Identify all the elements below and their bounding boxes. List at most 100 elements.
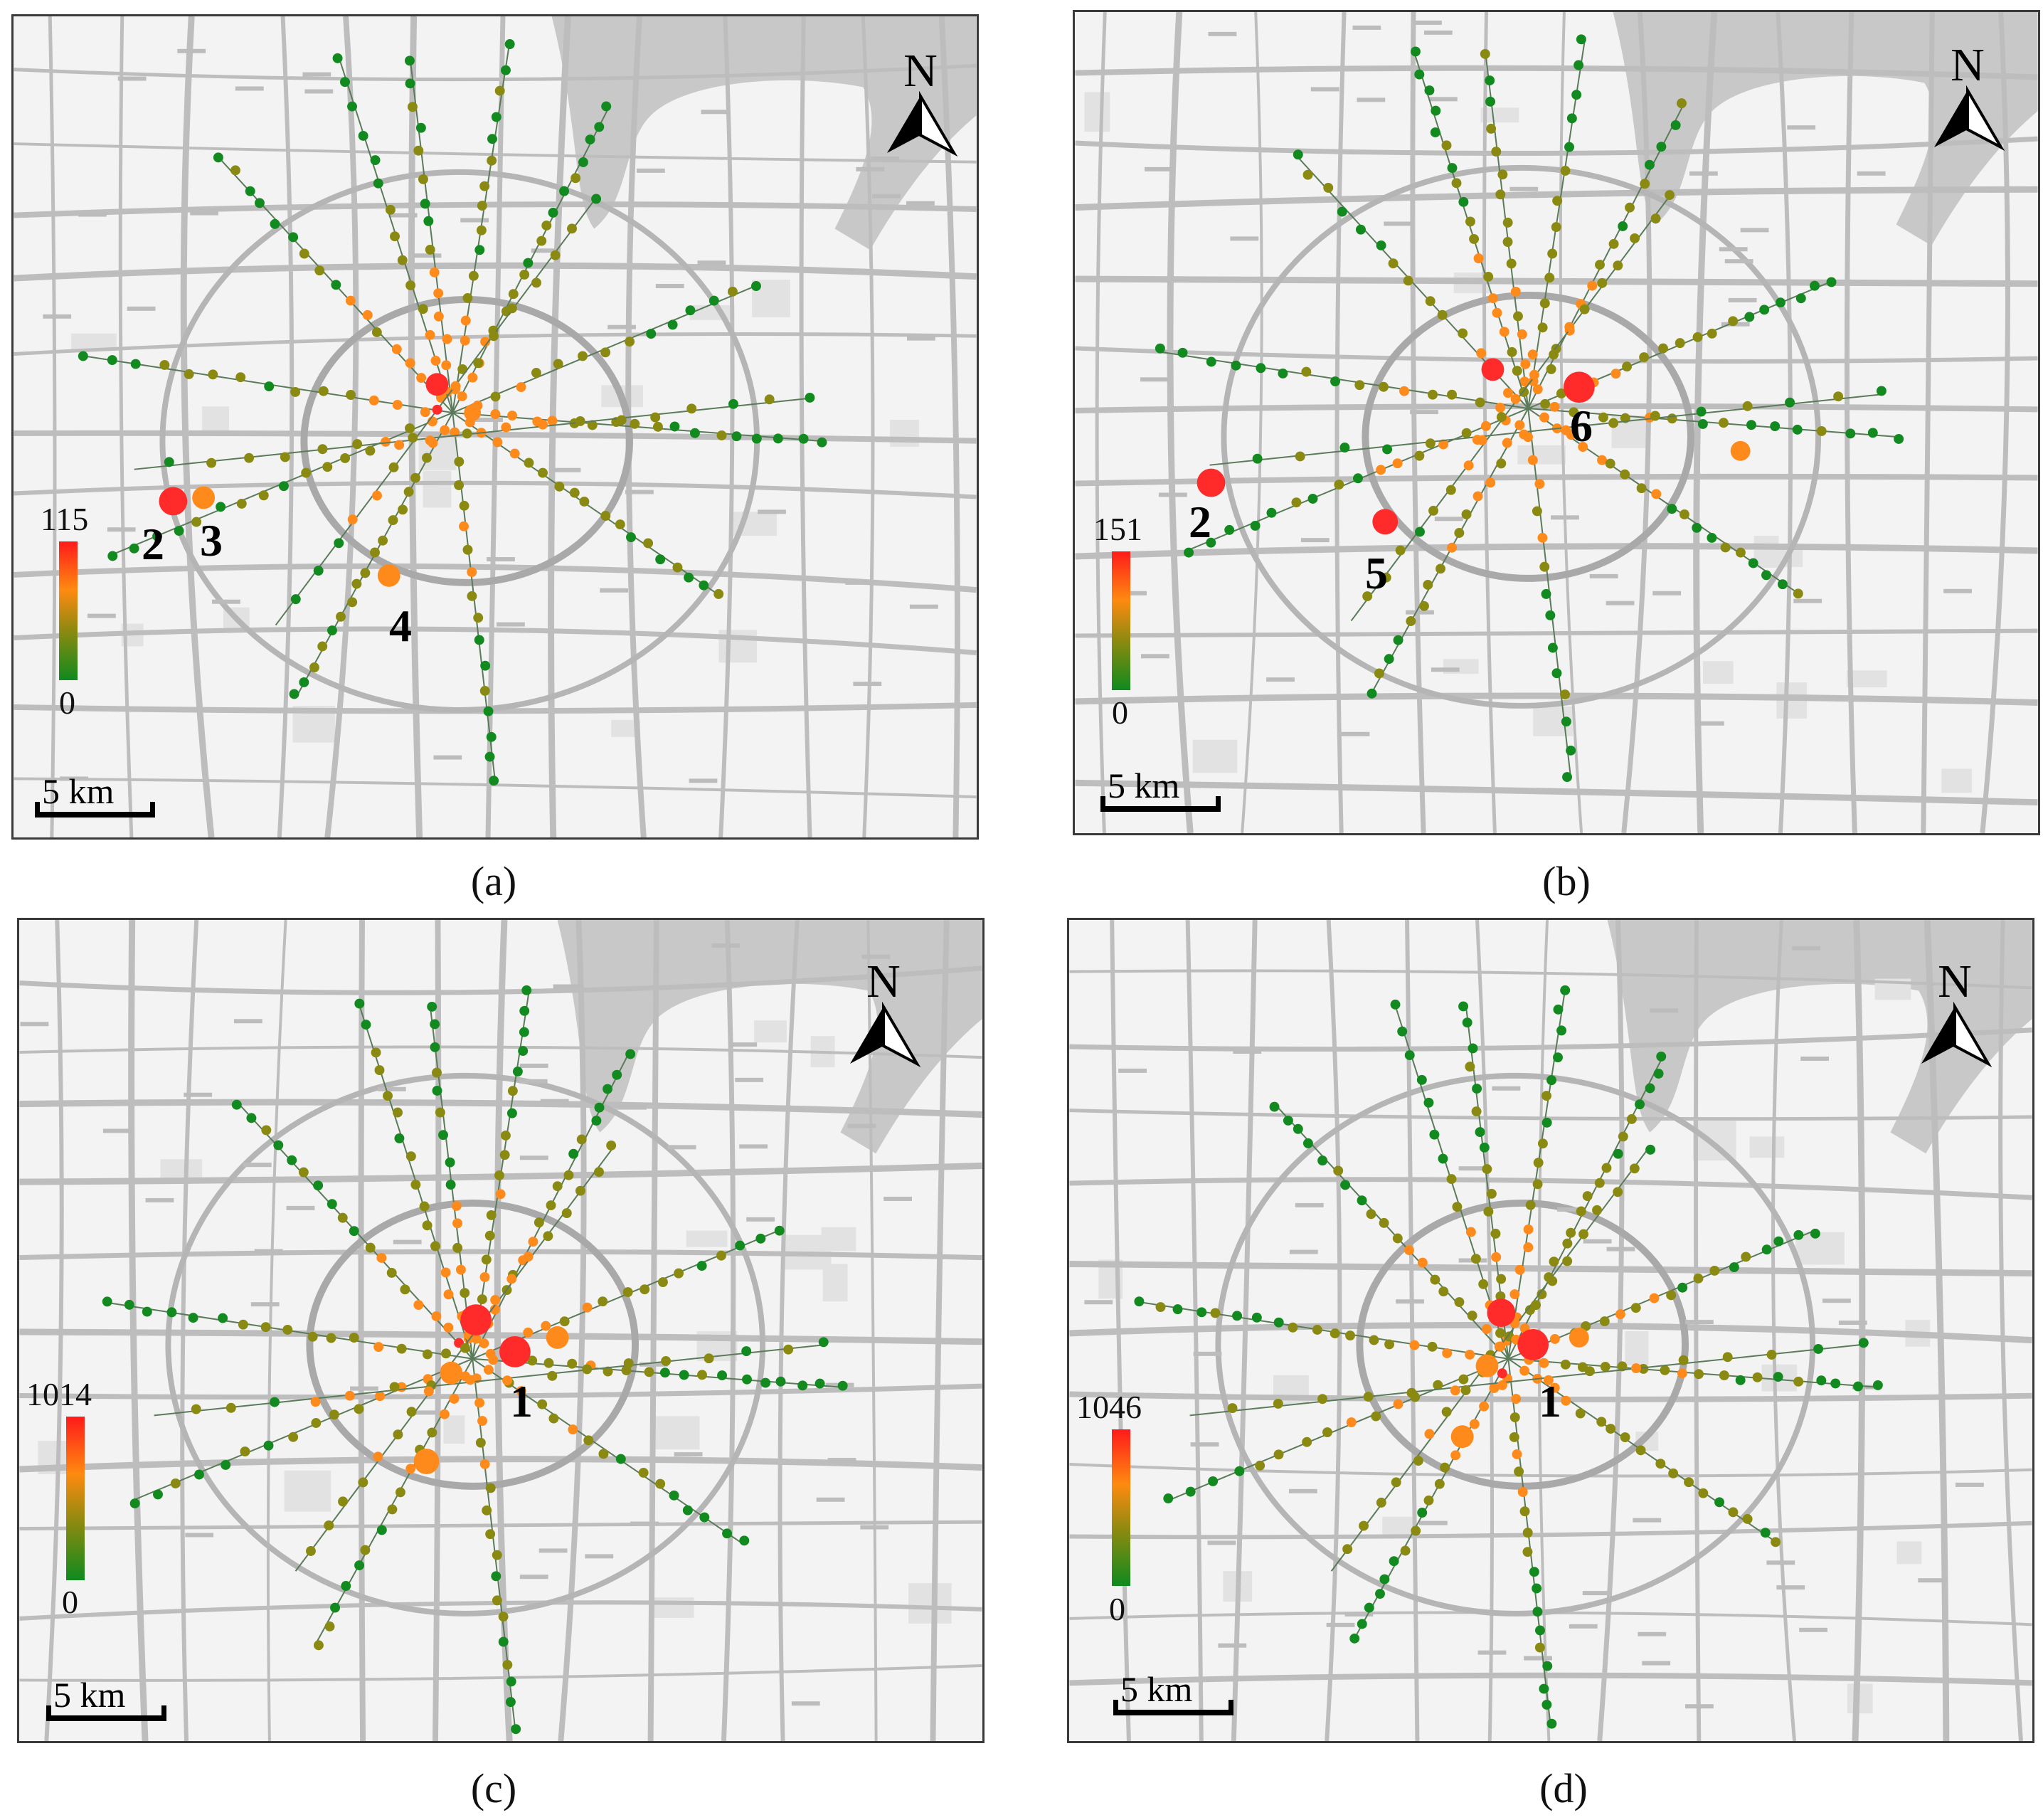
station-dot — [372, 490, 382, 501]
station-dot — [1746, 420, 1756, 430]
station-dot — [1527, 455, 1538, 465]
place-label-mark — [1556, 1207, 1586, 1212]
station-dot — [191, 517, 202, 527]
station-dot — [506, 1274, 517, 1284]
station-dot — [672, 562, 683, 573]
station-dot — [1534, 1642, 1545, 1653]
place-label-mark — [1650, 1008, 1679, 1013]
station-dot — [1728, 316, 1739, 327]
station-dot — [559, 186, 570, 196]
station-dot — [630, 418, 640, 429]
station-dot — [477, 1294, 487, 1305]
north-arrow-shape — [1934, 85, 2005, 152]
hotspot-label: 3 — [200, 515, 223, 566]
station-dot — [498, 1612, 509, 1622]
basemap-b — [1075, 12, 2038, 833]
place-label-mark — [1524, 1656, 1552, 1661]
station-dot — [1549, 349, 1559, 360]
station-dot — [339, 77, 350, 88]
station-dot — [1511, 1394, 1522, 1404]
station-dot — [254, 198, 265, 208]
station-dot — [334, 538, 344, 549]
station-dot — [1497, 1368, 1507, 1379]
station-dot — [476, 225, 487, 236]
station-dot — [575, 416, 585, 426]
station-dot — [1639, 352, 1650, 362]
urban-block — [650, 1416, 700, 1450]
station-dot — [477, 201, 487, 211]
road — [14, 201, 977, 218]
urban-block — [71, 333, 117, 350]
metro-line — [1160, 351, 1529, 410]
road — [1980, 12, 2010, 833]
station-dot — [405, 280, 416, 290]
north-letter: N — [1951, 39, 1985, 91]
station-dot — [1707, 532, 1717, 543]
scale-line — [1100, 806, 1220, 812]
station-dot — [538, 467, 548, 478]
station-dot — [1853, 1381, 1863, 1392]
station-dot — [1482, 1164, 1492, 1175]
road — [1231, 920, 1258, 1741]
station-dot — [1532, 384, 1543, 395]
station-dot — [327, 1199, 337, 1210]
road — [1998, 920, 2023, 1741]
station-dot — [403, 487, 414, 497]
station-dot — [230, 165, 240, 176]
station-dot — [1653, 1069, 1664, 1079]
station-dot — [1770, 421, 1781, 432]
station-dot — [1163, 1493, 1174, 1503]
station-dot — [347, 597, 358, 608]
station-dot — [1541, 1117, 1552, 1128]
hotspot-station-marker — [1372, 509, 1399, 535]
road — [324, 16, 359, 837]
legend-c: 1014 0 — [26, 1375, 133, 1620]
road — [1923, 920, 1950, 1741]
station-dot — [735, 1240, 745, 1251]
station-dot — [430, 1019, 440, 1030]
road — [1069, 1463, 2032, 1478]
station-dot — [492, 1550, 502, 1560]
station-dot — [427, 1427, 437, 1438]
road — [14, 63, 977, 82]
place-label-mark — [1685, 1320, 1714, 1325]
station-dot — [1357, 1195, 1367, 1206]
place-label-mark — [1208, 31, 1237, 36]
station-dot — [288, 1432, 299, 1442]
station-dot — [443, 1322, 454, 1333]
road — [1921, 12, 1935, 833]
station-dot — [685, 305, 696, 316]
station-dot — [1390, 999, 1401, 1010]
station-dot — [1391, 1477, 1401, 1488]
station-dot — [338, 1496, 349, 1507]
road — [485, 16, 506, 837]
place-label-mark — [1740, 228, 1769, 233]
caption-c: (c) — [470, 1765, 517, 1811]
urban-block — [611, 719, 640, 737]
station-dot — [1579, 304, 1590, 314]
station-dot — [1234, 1466, 1245, 1476]
road — [558, 920, 587, 1741]
station-dot — [1442, 1348, 1453, 1358]
station-dot — [486, 731, 497, 742]
place-label-mark — [1776, 1585, 1805, 1590]
station-dot — [499, 1150, 510, 1160]
station-dot — [452, 1242, 463, 1253]
station-dot — [1393, 1399, 1403, 1409]
station-dot — [689, 428, 700, 438]
station-dot — [548, 207, 558, 218]
road — [180, 920, 199, 1741]
legend-color-ramp — [66, 1417, 85, 1580]
station-dot — [142, 1306, 152, 1317]
place-label-mark — [145, 1197, 174, 1202]
scale-tick — [1113, 1700, 1118, 1715]
road — [1069, 969, 2032, 990]
station-dot — [462, 428, 472, 439]
station-dot — [1543, 1375, 1554, 1385]
place-label-mark — [618, 1105, 647, 1110]
station-dot — [1438, 1153, 1448, 1164]
station-dot — [679, 1370, 689, 1380]
station-dot — [1613, 1148, 1623, 1159]
place-label-mark — [411, 1410, 440, 1415]
ring-road — [306, 1199, 639, 1490]
